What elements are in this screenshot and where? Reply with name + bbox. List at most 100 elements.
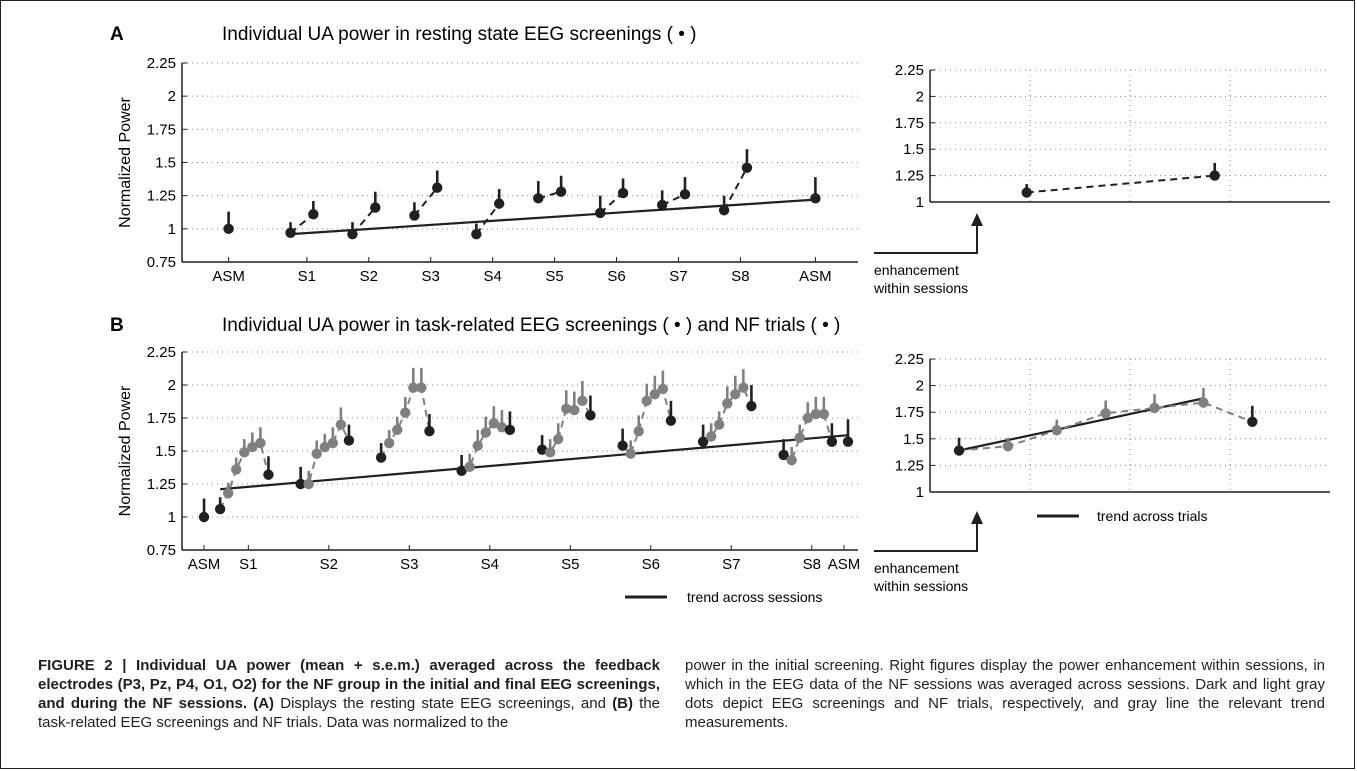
x-tick-label: S8 — [803, 556, 821, 573]
screening-point — [295, 478, 306, 490]
screening-point — [718, 205, 730, 216]
caption-right-column: power in the initial screening. Right fi… — [685, 657, 1325, 731]
x-tick-label: ASM — [799, 268, 832, 285]
nf-trial-point — [553, 433, 564, 445]
screening-point — [347, 228, 358, 240]
enhancement-note-b-line2: within sessions — [873, 578, 968, 594]
nf-trial-point — [794, 432, 805, 443]
x-tick-label: ASM — [212, 268, 245, 285]
nf-trial-point — [311, 448, 322, 459]
caption-text-a: Displays the resting state EEG screening… — [274, 695, 613, 712]
chart-b-right: 1 1.25 1.5 1.75 2 2.25 — [895, 351, 1330, 501]
y-tick-label: 1.75 — [895, 115, 924, 132]
y-tick-label: 1.5 — [155, 155, 176, 172]
screening-point — [1021, 187, 1032, 198]
y-tick-label: 1.25 — [147, 188, 176, 205]
nf-trial-point — [722, 398, 733, 409]
x-tick-label: S6 — [607, 268, 625, 285]
nf-trial-point — [239, 447, 250, 458]
nf-trial-point — [480, 427, 491, 438]
x-tick-label: ASM — [188, 556, 221, 573]
screening-point — [504, 424, 516, 436]
dashed-connector — [1026, 174, 1215, 194]
x-tick-label: S4 — [483, 268, 501, 285]
nf-trial-point — [231, 464, 242, 475]
nf-trial-point — [255, 437, 266, 449]
x-tick-label: ASM — [828, 556, 861, 573]
screening-point — [697, 436, 709, 447]
screening-point — [679, 189, 691, 200]
screening-point — [223, 223, 234, 235]
y-tick-label: 2 — [168, 377, 176, 394]
screening-point — [409, 210, 420, 221]
legend-trials-label: trend across trials — [1097, 508, 1207, 524]
chart-a-right: 1 1.25 1.5 1.75 2 2.25 — [895, 62, 1330, 211]
dashed-connector — [351, 206, 377, 235]
nf-trial-point — [1002, 441, 1014, 452]
y-tick-label: 1.75 — [147, 121, 176, 138]
screening-point — [617, 187, 629, 199]
screening-point — [308, 209, 319, 220]
screening-point — [746, 400, 757, 412]
x-tick-label: S4 — [481, 556, 499, 573]
screening-point — [1209, 170, 1220, 181]
screening-point — [493, 198, 505, 209]
enhancement-note-b-line1: enhancement — [874, 560, 959, 576]
nf-trial-point — [633, 426, 644, 437]
nf-trial-point — [1198, 397, 1209, 408]
screening-point — [370, 202, 381, 213]
nf-trial-point — [569, 404, 580, 416]
screening-point — [533, 193, 544, 204]
screening-point — [585, 410, 596, 421]
nf-trial-point — [705, 431, 717, 442]
screening-point — [665, 415, 677, 426]
nf-trial-point — [247, 441, 258, 453]
nf-trial-point — [818, 408, 830, 420]
nf-trial-point — [472, 440, 483, 451]
screening-point — [343, 435, 355, 446]
trend-line — [958, 397, 1204, 452]
screening-point — [471, 228, 482, 240]
nf-trial-point — [577, 395, 588, 407]
panel-a-letter: A — [110, 24, 124, 45]
y-tick-label: 1 — [168, 221, 176, 238]
legend-sessions-label: trend across sessions — [687, 589, 822, 605]
dashed-connector — [723, 167, 748, 211]
nf-trial-point — [488, 418, 500, 429]
y-tick-label: 1 — [916, 484, 924, 501]
screening-point — [617, 440, 628, 451]
y-tick-label: 1.75 — [895, 404, 924, 421]
nf-trial-point — [1051, 425, 1063, 436]
caption-left-column: FIGURE 2 | Individual UA power (mean + s… — [38, 656, 660, 732]
x-tick-label: S2 — [320, 556, 338, 573]
caption-ref-a: (A) — [253, 695, 275, 712]
nf-trial-point — [649, 389, 661, 400]
y-tick-label: 1.25 — [147, 476, 176, 493]
screening-point — [375, 452, 387, 463]
nf-trial-point — [400, 407, 411, 418]
screening-point — [842, 436, 854, 447]
screening-point — [595, 207, 606, 219]
nf-trial-point — [464, 461, 475, 473]
caption-text-b: the task-related EEG screenings and NF t… — [38, 695, 661, 731]
y-tick-label: 1 — [916, 194, 924, 211]
y-tick-label: 1.5 — [903, 141, 924, 158]
y-tick-label: 1 — [168, 509, 176, 526]
screening-point — [1247, 416, 1258, 427]
nf-trial-point — [786, 455, 797, 466]
screening-point — [536, 444, 548, 455]
caption-label: FIGURE 2 | Individual UA power (mean + s… — [38, 657, 660, 712]
chart-a-main: 0.75 1 1.25 1.5 1.75 2 2.25 ASM S1 S2 S3 S4 S5 S6 S7 S8… — [117, 55, 858, 285]
caption-ref-b: (B) — [612, 695, 633, 712]
x-tick-label: S5 — [545, 268, 563, 285]
y-tick-label: 2 — [916, 378, 924, 395]
panel-a-title: Individual UA power in resting state EEG… — [222, 24, 696, 45]
dashed-connector — [475, 203, 500, 235]
x-tick-label: S1 — [239, 556, 257, 573]
nf-trial-point — [303, 478, 314, 490]
panel-b-letter: B — [110, 315, 124, 336]
figure-svg: A Individual UA power in resting state E… — [110, 24, 1330, 605]
x-tick-label: S1 — [298, 268, 316, 285]
screening-point — [656, 199, 668, 211]
